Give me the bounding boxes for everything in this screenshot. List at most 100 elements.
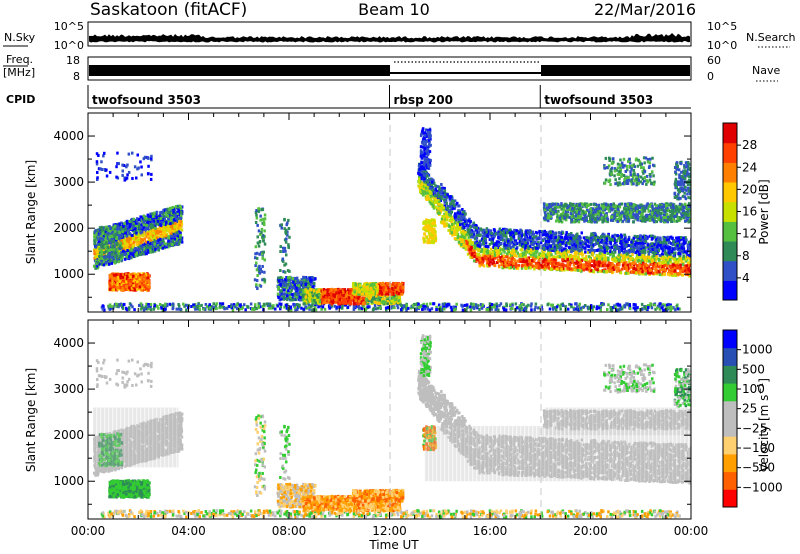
- power-echo: [254, 264, 257, 268]
- power-echo: [164, 221, 168, 224]
- power-echo: [283, 218, 286, 222]
- power-echo: [147, 164, 150, 168]
- power-echo: [358, 300, 361, 303]
- power-echo: [105, 168, 108, 172]
- power-echo: [276, 292, 280, 296]
- power-echo: [153, 305, 156, 309]
- power-echo: [127, 238, 131, 242]
- power-echo: [287, 283, 290, 287]
- power-echo: [149, 248, 152, 252]
- power-echo: [140, 275, 143, 279]
- power-echo: [108, 255, 111, 259]
- power-echo: [164, 302, 167, 306]
- power-echo: [255, 209, 258, 212]
- power-echo: [137, 244, 141, 248]
- power-echo: [429, 302, 432, 306]
- power-echo: [139, 241, 142, 245]
- power-echo: [132, 288, 135, 292]
- power-echo: [120, 239, 123, 243]
- power-echo: [111, 255, 114, 259]
- power-echo: [649, 302, 652, 306]
- power-echo: [241, 306, 244, 309]
- power-echo: [105, 225, 108, 229]
- power-echo: [150, 154, 153, 158]
- power-echo: [113, 235, 116, 239]
- power-echo: [221, 302, 225, 306]
- power-echo: [126, 221, 129, 225]
- power-echo: [104, 254, 108, 258]
- power-echo: [285, 290, 288, 294]
- power-echo: [469, 305, 472, 309]
- power-echo: [147, 305, 150, 309]
- power-echo: [317, 288, 320, 292]
- power-echo: [121, 230, 124, 234]
- power-echo: [286, 269, 290, 273]
- power-echo: [263, 270, 266, 274]
- power-echo: [142, 231, 146, 235]
- power-echo: [114, 257, 117, 261]
- power-echo: [100, 259, 103, 263]
- freq-label-2: [MHz]: [3, 66, 35, 79]
- power-echo: [294, 306, 297, 310]
- power-echo: [111, 272, 114, 276]
- power-echo: [311, 300, 315, 304]
- power-echo: [163, 244, 167, 248]
- power-echo: [599, 308, 602, 312]
- power-echo: [256, 241, 260, 245]
- power-echo: [481, 303, 485, 307]
- power-echo: [165, 304, 169, 308]
- power-echo: [289, 281, 293, 285]
- power-echo: [203, 308, 207, 311]
- power-echo: [125, 238, 129, 242]
- power-echo: [255, 261, 258, 265]
- power-echo: [461, 304, 464, 308]
- power-echo: [290, 288, 293, 292]
- power-echo: [263, 217, 267, 221]
- power-echo: [159, 223, 162, 227]
- power-echo: [126, 251, 130, 255]
- power-echo: [617, 308, 620, 312]
- power-echo: [142, 281, 146, 285]
- power-echo: [144, 228, 147, 232]
- power-echo: [375, 294, 378, 298]
- power-echo: [115, 288, 118, 292]
- power-echo: [318, 300, 322, 304]
- power-echo: [282, 297, 285, 301]
- power-echo: [126, 272, 130, 276]
- power-echo: [137, 279, 140, 283]
- power-echo: [172, 241, 176, 245]
- power-echo: [540, 304, 543, 308]
- power-echo: [411, 304, 415, 308]
- power-echo: [404, 306, 408, 310]
- power-echo: [669, 308, 672, 312]
- power-echo: [145, 278, 149, 282]
- nsearch-tick-bottom: 10^0: [707, 39, 737, 52]
- power-echo: [156, 304, 159, 308]
- power-echo: [148, 217, 151, 221]
- power-echo: [261, 278, 264, 282]
- power-echo: [398, 296, 401, 300]
- power-echo: [155, 216, 158, 220]
- power-echo: [361, 302, 365, 306]
- power-echo: [287, 218, 290, 222]
- power-echo: [95, 248, 98, 251]
- power-echo: [110, 305, 113, 309]
- power-echo: [300, 278, 303, 282]
- power-echo: [607, 303, 610, 307]
- power-echo: [421, 308, 424, 311]
- power-echo: [419, 304, 422, 308]
- power-echo: [285, 276, 288, 279]
- power-echo: [133, 279, 136, 283]
- power-echo: [666, 303, 669, 307]
- power-echo: [263, 223, 266, 227]
- power-echo: [514, 308, 517, 312]
- power-echo: [207, 304, 211, 308]
- power-echo: [586, 306, 590, 310]
- power-echo: [324, 301, 328, 305]
- power-echo: [628, 303, 631, 307]
- power-echo: [661, 303, 664, 307]
- power-echo: [329, 291, 333, 295]
- power-echo: [306, 291, 309, 295]
- power-echo: [176, 224, 179, 228]
- power-echo: [115, 273, 118, 277]
